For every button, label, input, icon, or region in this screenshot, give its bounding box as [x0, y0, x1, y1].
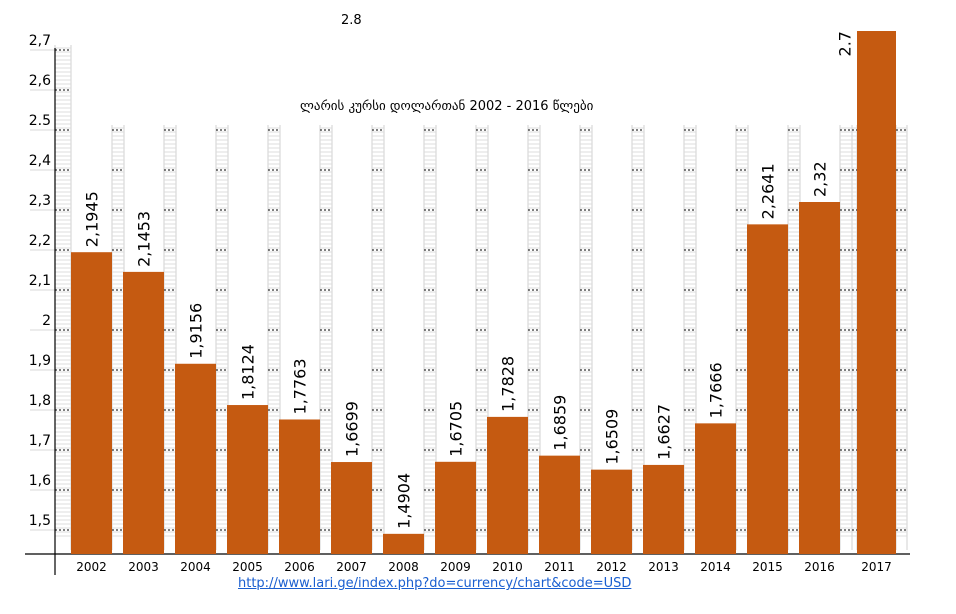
x-tick-label: 2002 — [76, 560, 107, 574]
data-label: 1,7763 — [291, 358, 310, 414]
data-label: 2,2641 — [759, 163, 778, 219]
bar-2010 — [487, 416, 528, 554]
x-tick-label: 2014 — [700, 560, 731, 574]
data-label: 1,4904 — [395, 473, 414, 529]
bar-2011 — [539, 455, 580, 554]
y-tick-label: 2,7 — [29, 33, 51, 49]
data-label: 1,6705 — [447, 401, 466, 457]
bar-2009 — [435, 461, 476, 554]
bar-2008 — [383, 533, 424, 554]
x-tick-label: 2006 — [284, 560, 315, 574]
bar-2013 — [643, 464, 684, 554]
y-tick-label: 2,6 — [29, 73, 51, 89]
y-tick-label: 2,2 — [29, 233, 51, 249]
y-tick-label: 1,9 — [29, 353, 51, 369]
data-label: 1,7666 — [707, 362, 726, 418]
source-link[interactable]: http://www.lari.ge/index.php?do=currency… — [238, 576, 632, 591]
extra-label: 2.8 — [341, 13, 362, 28]
y-tick-label: 2 — [42, 313, 51, 329]
data-label: 2,1453 — [135, 211, 154, 267]
y-tick-label: 1,8 — [29, 393, 51, 409]
x-tick-label: 2007 — [336, 560, 367, 574]
bar-2007 — [331, 462, 372, 554]
x-tick-label: 2009 — [440, 560, 471, 574]
data-label: 1,6627 — [655, 404, 674, 460]
y-tick-label: 1,5 — [29, 513, 51, 529]
x-tick-label: 2003 — [128, 560, 159, 574]
bar-2004 — [175, 363, 216, 554]
x-tick-label: 2017 — [861, 560, 892, 574]
bar-2015 — [747, 224, 788, 555]
x-tick-label: 2016 — [804, 560, 835, 574]
y-tick-label: 1,7 — [29, 433, 51, 449]
data-label: 2.7 — [836, 31, 855, 56]
data-label: 1,6509 — [603, 409, 622, 465]
y-tick-label: 2,1 — [29, 273, 51, 289]
data-label: 1,8124 — [239, 344, 258, 400]
bar-2016 — [799, 202, 840, 554]
x-tick-label: 2004 — [180, 560, 211, 574]
bar-2006 — [279, 419, 320, 554]
bar-2012 — [591, 469, 632, 554]
data-label: 1,9156 — [187, 303, 206, 359]
x-tick-label: 2008 — [388, 560, 419, 574]
data-label: 2,1945 — [83, 191, 102, 247]
x-tick-label: 2013 — [648, 560, 679, 574]
x-tick-label: 2011 — [544, 560, 575, 574]
x-tick-label: 2012 — [596, 560, 627, 574]
bar-2014 — [695, 423, 736, 554]
data-label: 1,6699 — [343, 401, 362, 457]
bar-2005 — [227, 405, 268, 554]
data-label: 1,6859 — [551, 395, 570, 451]
chart-title: ლარის კურსი დოლართან 2002 - 2016 წლები — [300, 99, 594, 114]
y-tick-label: 1,6 — [29, 473, 51, 489]
y-tick-label: 2,4 — [29, 153, 51, 169]
bar-2017 — [857, 31, 896, 554]
x-tick-label: 2010 — [492, 560, 523, 574]
y-tick-label: 2.5 — [29, 113, 51, 129]
y-tick-label: 2,3 — [29, 193, 51, 209]
bar-2002 — [71, 252, 112, 554]
data-label: 1,7828 — [499, 356, 518, 412]
bar-2003 — [123, 271, 164, 554]
x-tick-label: 2005 — [232, 560, 263, 574]
x-tick-label: 2015 — [752, 560, 783, 574]
data-label: 2,32 — [811, 161, 830, 197]
